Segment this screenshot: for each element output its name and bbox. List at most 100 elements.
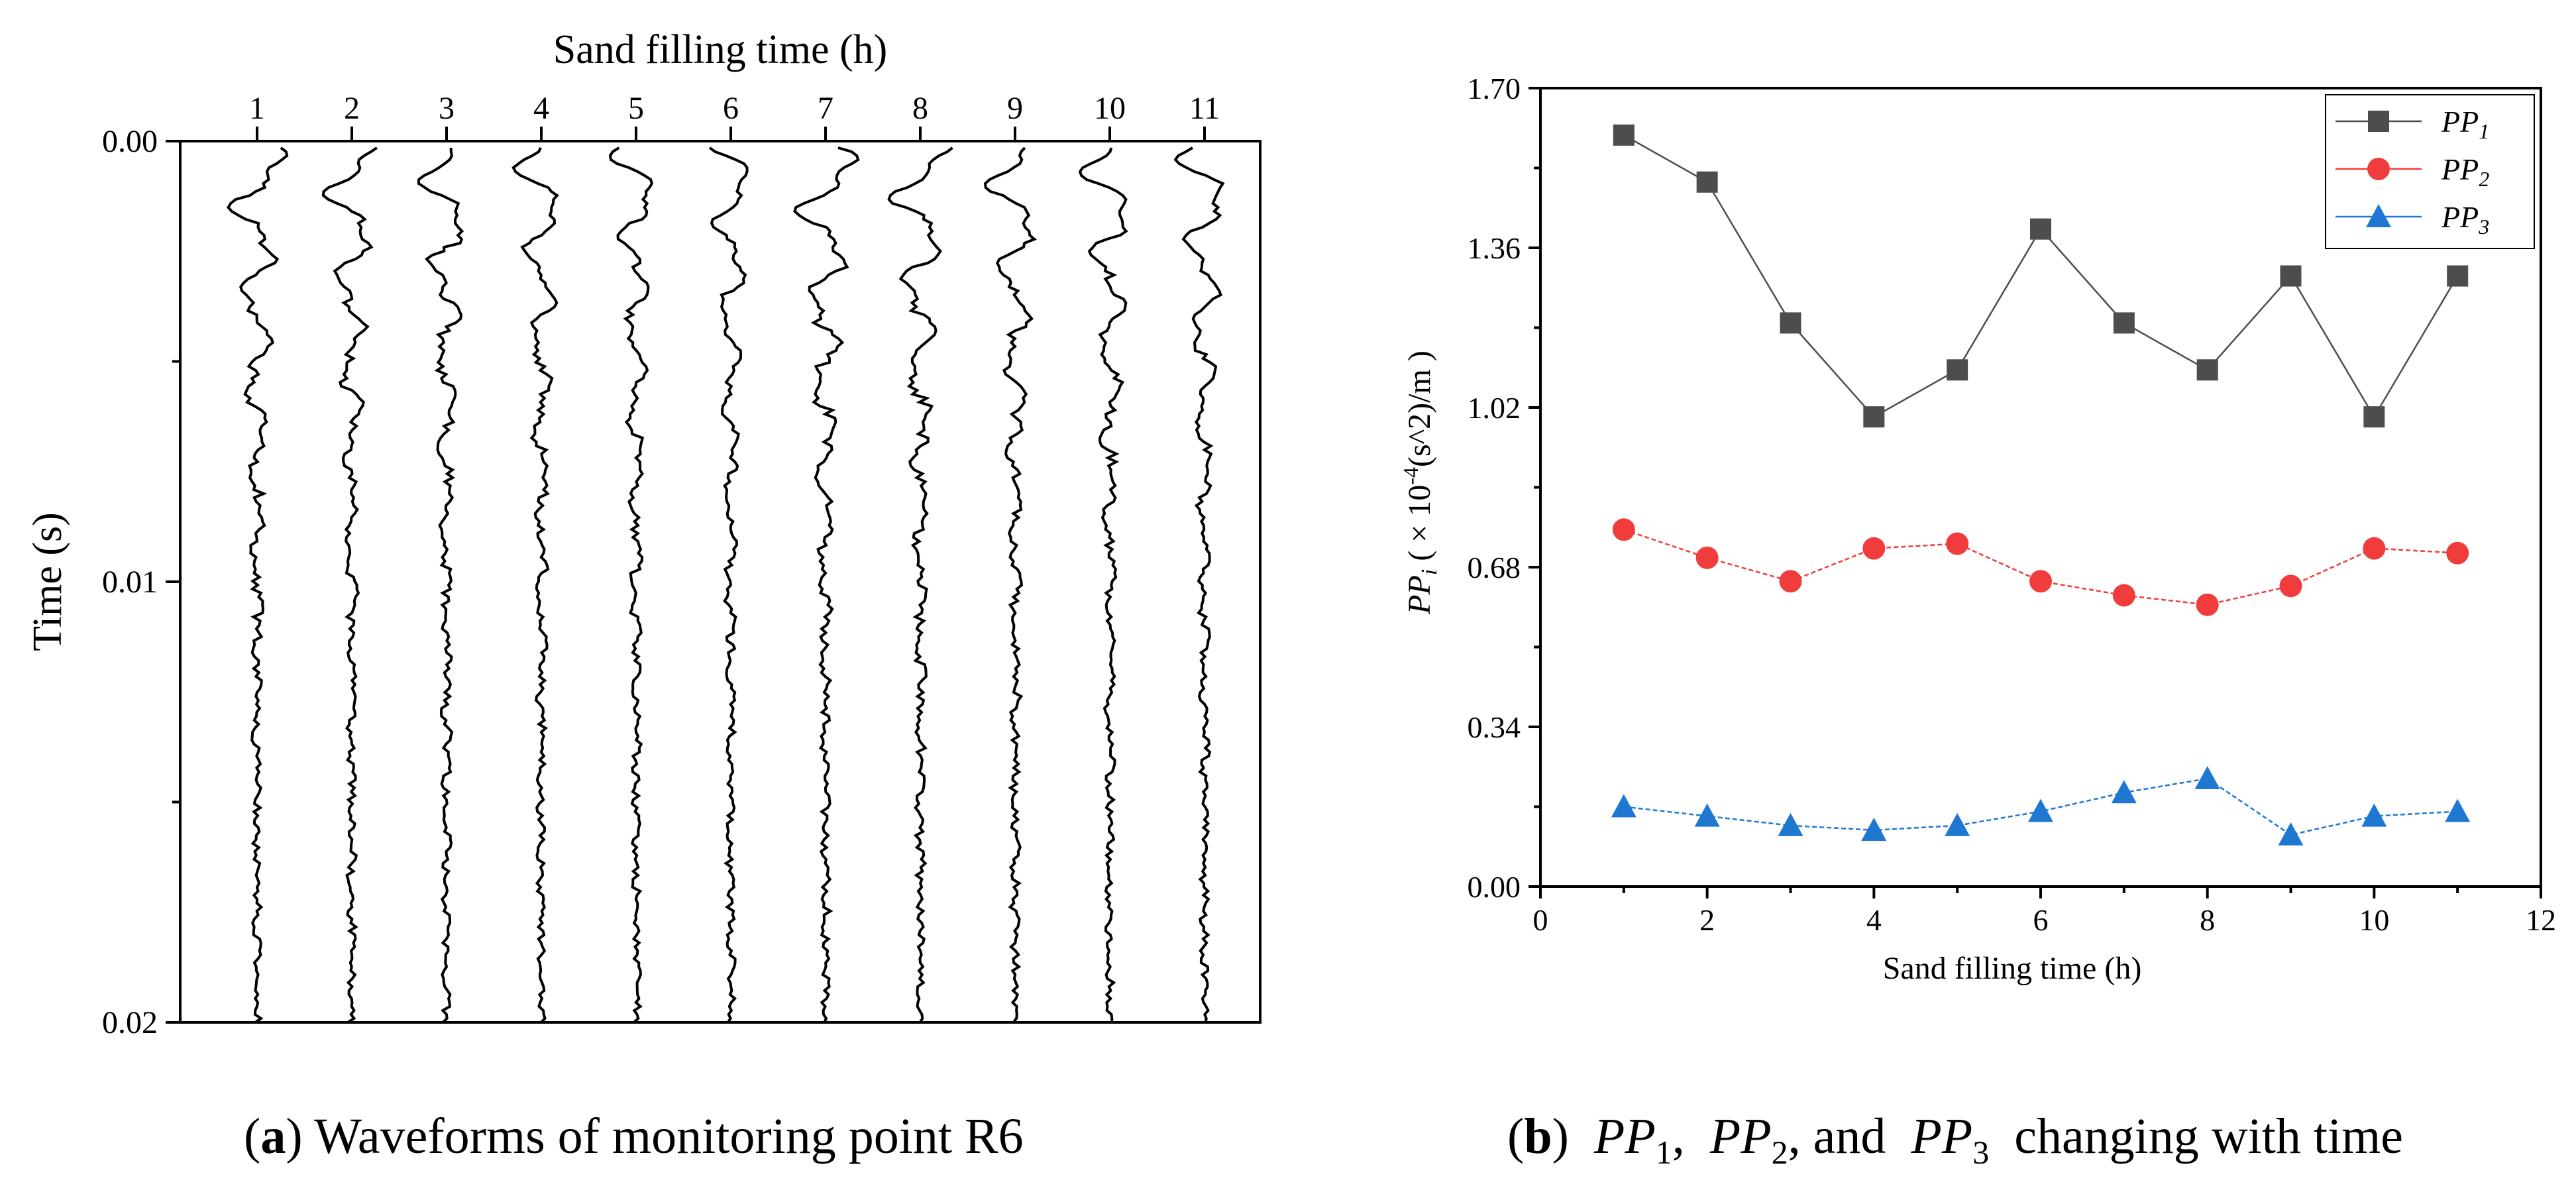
pp-y-tick-label: 1.70 [1468,72,1521,105]
waveform-trace-5 [608,146,654,1024]
pp-x-tick-label: 10 [2359,903,2389,937]
pp-y-title-pre: ( × 10 [1402,485,1437,569]
waveform-y-axis-title: Time (s) [25,512,70,651]
pp-data-point [1696,171,1718,193]
waveform-x-tick-label: 8 [912,91,928,126]
pp-legend-label: PP3 [2441,200,2489,239]
pp-x-ticks: 0 2 4 6 8 10 12 [1533,887,2556,937]
pp-data-point [1612,518,1635,541]
waveform-trace-4 [511,147,559,1024]
pp-data-point [2194,765,2220,789]
waveform-trace-10 [1078,147,1128,1023]
pp-series-line [1623,529,2458,606]
pp-legend: PP1 PP2 PP3 [2325,94,2535,249]
pp-y-title-exp: -4 [1399,467,1422,485]
waveform-x-tick-label: 6 [723,91,739,126]
caption-b: (b) PP1, PP2, and PP3 changing with time [1507,1109,2403,1171]
waveform-x-tick-label: 7 [818,91,833,126]
waveform-x-tick-label: 2 [344,91,360,126]
pp-legend-label: PP2 [2441,152,2489,191]
pp-x-axis-title: Sand filling time (h) [1883,951,2142,986]
waveform-trace-11 [1173,146,1225,1023]
pp-x-tick-label: 8 [2200,903,2215,937]
caption-b-letter: b [1524,1109,1552,1164]
pp-data-point [1613,124,1635,146]
pp-x-tick-label: 4 [1866,903,1882,937]
waveform-y-tick-label: 0.02 [102,1005,158,1040]
waveform-trace-8 [887,146,953,1024]
pp-y-tick-label: 1.36 [1468,231,1521,265]
caption-a-text: Waveforms of monitoring point R6 [314,1109,1024,1164]
pp-data-point [2028,798,2053,822]
caption-b-pp3: PP [1911,1109,1973,1164]
pp-legend-marker [2367,158,2390,180]
pp-series-1 [1613,124,2469,428]
waveform-trace-9 [983,146,1038,1024]
pp-x-tick-label: 12 [2526,903,2556,937]
pp-data-point [1863,406,1885,428]
caption-b-sub1: 1 [1655,1134,1672,1171]
pp-y-ticks: 0.00 0.34 0.68 1.02 1.36 1.70 [1468,72,1540,904]
waveform-trace-3 [417,147,464,1024]
pp-y-tick-label: 0.68 [1468,551,1521,584]
pp-data-point [1695,546,1719,569]
pp-data-point [2111,780,2137,804]
pp-data-point [1947,359,1968,381]
pp-data-point [2280,265,2302,287]
waveform-x-tick-label: 4 [533,91,549,126]
pp-series-3 [1611,765,2471,846]
pp-series-2 [1612,518,2469,616]
pp-data-point [1945,812,1970,836]
pp-data-point [1779,570,1802,593]
waveform-chart: Sand filling time (h) Time (s) 1 2 3 4 5 6 7 8 9… [25,27,1261,1040]
pp-data-point [2113,312,2135,334]
waveform-x-tick-label: 5 [628,91,644,126]
caption-b-pp1: PP [1593,1109,1656,1164]
pp-data-point [2196,593,2219,616]
waveform-x-axis-title: Sand filling time (h) [553,27,888,72]
pp-data-point [1861,817,1887,841]
caption-a-letter: a [260,1109,286,1164]
pp-data-point [1780,312,1801,334]
pp-legend-marker [2368,111,2389,132]
pp-data-point [2279,574,2302,598]
pp-data-point [2363,406,2385,428]
caption-b-pp2: PP [1709,1109,1772,1164]
pp-data-point [2196,359,2218,381]
pp-y-tick-label: 1.02 [1468,391,1521,425]
pp-y-title-post: (s^2)/m ) [1402,351,1437,467]
pp-chart: Sand filling time (h) PPi ( × 10-4(s^2)/… [1399,72,2556,986]
caption-b-and: , and [1788,1109,1886,1164]
caption-b-text: changing with time [2014,1109,2403,1164]
caption-b-sub3: 3 [1972,1134,1990,1171]
pp-data-point [2363,537,2386,560]
pp-data-point [1694,803,1720,827]
waveform-traces [227,146,1225,1024]
waveform-x-ticks: 1 2 3 4 5 6 7 8 9 10 11 [249,91,1220,141]
pp-y-title-pp: PP [1402,575,1437,615]
pp-data-point [1778,812,1803,836]
waveform-y-ticks: 0.00 0.01 0.02 [102,124,180,1040]
waveform-x-tick-label: 9 [1007,91,1023,126]
pp-data-point [2361,803,2387,827]
waveform-trace-7 [793,146,860,1023]
pp-data-point [2278,822,2304,846]
pp-legend-marker [2366,204,2391,227]
waveform-trace-2 [321,146,378,1024]
pp-data-point [2030,218,2051,240]
waveform-x-tick-label: 3 [439,91,455,126]
pp-data-point [2112,584,2135,607]
pp-x-tick-label: 0 [1533,903,1548,937]
pp-y-axis-title: PPi ( × 10-4(s^2)/m ) [1399,351,1442,615]
pp-data-point [1946,532,1969,555]
pp-x-tick-label: 6 [2033,903,2049,937]
caption-a: (a) Waveforms of monitoring point R6 [244,1109,1024,1164]
pp-data-point [2029,570,2052,593]
pp-x-tick-label: 2 [1699,903,1715,937]
pp-data-point [1611,794,1637,818]
waveform-x-tick-label: 10 [1094,91,1126,126]
pp-data-point [2447,265,2469,287]
waveform-trace-1 [227,146,289,1024]
pp-legend-label: PP1 [2441,105,2489,143]
